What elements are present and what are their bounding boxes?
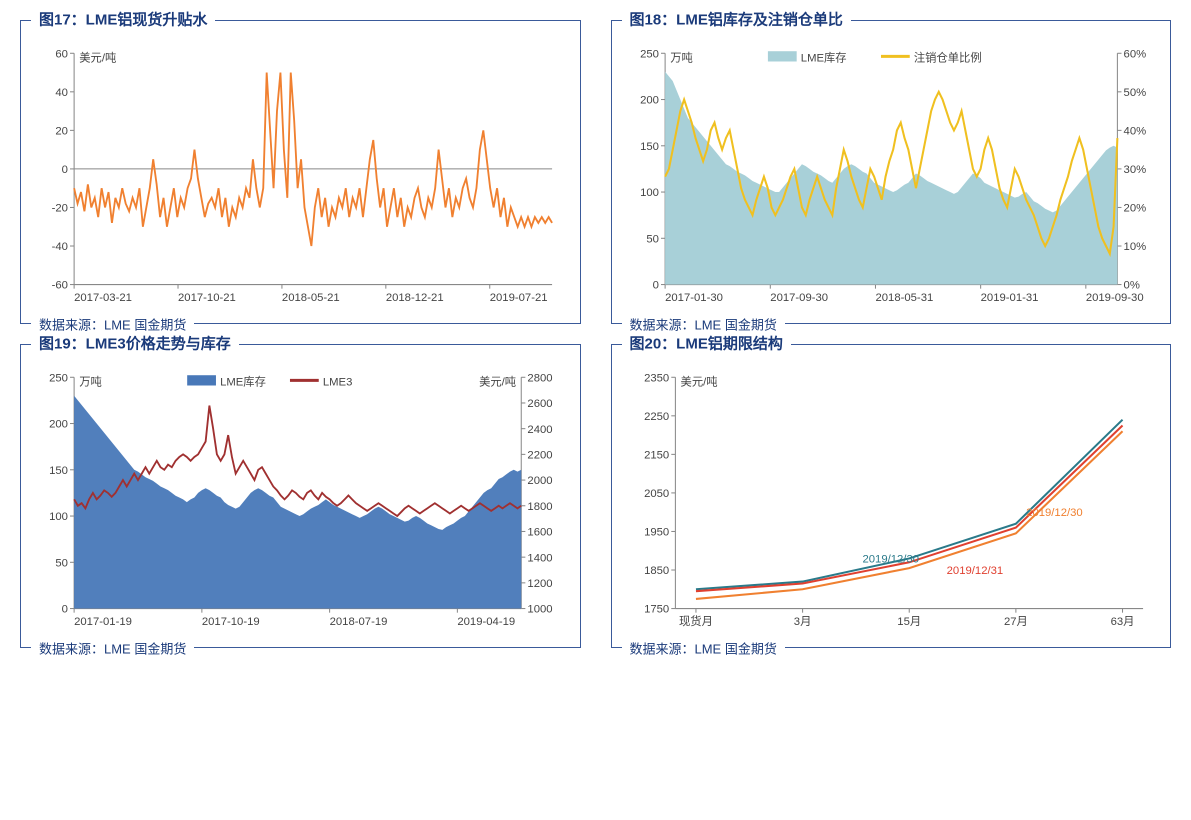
svg-text:2019/12/30: 2019/12/30 bbox=[1026, 507, 1083, 519]
svg-text:2019-07-21: 2019-07-21 bbox=[490, 292, 548, 304]
svg-text:60: 60 bbox=[55, 48, 68, 60]
svg-text:250: 250 bbox=[640, 48, 659, 60]
svg-text:美元/吨: 美元/吨 bbox=[79, 52, 116, 65]
svg-text:2019/12/31: 2019/12/31 bbox=[946, 565, 1003, 577]
svg-text:2800: 2800 bbox=[527, 372, 552, 384]
svg-text:2017-03-21: 2017-03-21 bbox=[74, 292, 132, 304]
svg-text:2017-01-19: 2017-01-19 bbox=[74, 616, 132, 628]
chart-grid: 图17：LME铝现货升贴水 -60-40-2002040602017-03-21… bbox=[20, 20, 1171, 648]
svg-text:-60: -60 bbox=[52, 280, 68, 292]
svg-text:1750: 1750 bbox=[644, 604, 669, 616]
panel-17-title: 图17：LME铝现货升贴水 bbox=[31, 10, 215, 31]
svg-text:50%: 50% bbox=[1123, 87, 1146, 99]
svg-text:1850: 1850 bbox=[644, 565, 669, 577]
svg-text:100: 100 bbox=[49, 511, 68, 523]
svg-text:-20: -20 bbox=[52, 203, 68, 215]
svg-text:万吨: 万吨 bbox=[79, 376, 102, 389]
svg-text:万吨: 万吨 bbox=[670, 52, 693, 65]
svg-text:40%: 40% bbox=[1123, 125, 1146, 137]
svg-text:LME3: LME3 bbox=[323, 377, 353, 389]
svg-text:2400: 2400 bbox=[527, 424, 552, 436]
panel-18-title: 图18：LME铝库存及注销仓单比 bbox=[622, 10, 851, 31]
svg-text:2000: 2000 bbox=[527, 475, 552, 487]
svg-text:1600: 1600 bbox=[527, 527, 552, 539]
svg-text:2017-10-21: 2017-10-21 bbox=[178, 292, 236, 304]
svg-text:2200: 2200 bbox=[527, 449, 552, 461]
svg-text:2019-01-31: 2019-01-31 bbox=[980, 292, 1038, 304]
svg-text:2150: 2150 bbox=[644, 449, 669, 461]
panel-17-footer: 数据来源：LME 国金期货 bbox=[31, 315, 194, 334]
svg-text:30%: 30% bbox=[1123, 164, 1146, 176]
svg-text:0: 0 bbox=[62, 604, 68, 616]
svg-text:200: 200 bbox=[640, 95, 659, 107]
panel-19: 图19：LME3价格走势与库存 050100150200250100012001… bbox=[20, 344, 581, 648]
svg-text:0%: 0% bbox=[1123, 280, 1139, 292]
svg-text:注销仓单比例: 注销仓单比例 bbox=[913, 51, 981, 65]
svg-text:200: 200 bbox=[49, 419, 68, 431]
svg-text:0: 0 bbox=[652, 280, 658, 292]
svg-text:2600: 2600 bbox=[527, 398, 552, 410]
panel-17: 图17：LME铝现货升贴水 -60-40-2002040602017-03-21… bbox=[20, 20, 581, 324]
svg-text:2017-09-30: 2017-09-30 bbox=[770, 292, 828, 304]
svg-text:1800: 1800 bbox=[527, 501, 552, 513]
svg-text:2018-12-21: 2018-12-21 bbox=[386, 292, 444, 304]
svg-text:10%: 10% bbox=[1123, 241, 1146, 253]
svg-text:20%: 20% bbox=[1123, 203, 1146, 215]
svg-text:150: 150 bbox=[640, 141, 659, 153]
svg-text:3月: 3月 bbox=[793, 616, 811, 628]
panel-19-title: 图19：LME3价格走势与库存 bbox=[31, 334, 239, 355]
svg-text:2017-01-30: 2017-01-30 bbox=[665, 292, 723, 304]
svg-text:2350: 2350 bbox=[644, 372, 669, 384]
svg-text:0: 0 bbox=[62, 164, 68, 176]
svg-text:2017-10-19: 2017-10-19 bbox=[202, 616, 260, 628]
svg-text:63月: 63月 bbox=[1110, 616, 1134, 628]
svg-text:15月: 15月 bbox=[897, 616, 921, 628]
svg-text:2018-05-21: 2018-05-21 bbox=[282, 292, 340, 304]
svg-text:20: 20 bbox=[55, 125, 68, 137]
svg-text:2018-07-19: 2018-07-19 bbox=[330, 616, 388, 628]
panel-20-footer: 数据来源：LME 国金期货 bbox=[622, 639, 785, 658]
svg-text:60%: 60% bbox=[1123, 48, 1146, 60]
svg-text:50: 50 bbox=[646, 233, 659, 245]
svg-text:1200: 1200 bbox=[527, 578, 552, 590]
svg-text:1400: 1400 bbox=[527, 552, 552, 564]
svg-text:100: 100 bbox=[640, 187, 659, 199]
svg-text:美元/吨: 美元/吨 bbox=[680, 376, 717, 389]
svg-text:150: 150 bbox=[49, 465, 68, 477]
chart-18-svg: 0 50 100 150 200 250 0% 10% 20% 30% 40% 50% 60% 2017-… bbox=[624, 43, 1159, 310]
chart-17-svg: -60 -40 -20 0 20 40 60 2017-03-21 2017-10-21 2018… bbox=[33, 43, 568, 310]
svg-text:LME库存: LME库存 bbox=[800, 51, 846, 65]
svg-text:1000: 1000 bbox=[527, 604, 552, 616]
svg-text:2019-04-19: 2019-04-19 bbox=[457, 616, 515, 628]
panel-18: 图18：LME铝库存及注销仓单比 0501001502002500%10%20%… bbox=[611, 20, 1172, 324]
panel-18-footer: 数据来源：LME 国金期货 bbox=[622, 315, 785, 334]
svg-text:2019/12/30: 2019/12/30 bbox=[862, 553, 919, 565]
svg-text:-40: -40 bbox=[52, 241, 68, 253]
svg-text:40: 40 bbox=[55, 87, 68, 99]
chart-19-svg: 0 50 100 150 200 250 1000 1200 1400 1600 1800 2000 2… bbox=[33, 367, 568, 634]
svg-text:现货月: 现货月 bbox=[678, 614, 712, 628]
svg-text:2018-05-31: 2018-05-31 bbox=[875, 292, 933, 304]
chart-20-svg: 1750 1850 1950 2050 2150 2250 2350 现货月 3月 15月 27月 6… bbox=[624, 367, 1159, 634]
panel-20-title: 图20：LME铝期限结构 bbox=[622, 334, 791, 355]
panel-20: 图20：LME铝期限结构 175018501950205021502250235… bbox=[611, 344, 1172, 648]
svg-text:50: 50 bbox=[55, 557, 68, 569]
panel-19-footer: 数据来源：LME 国金期货 bbox=[31, 639, 194, 658]
svg-text:美元/吨: 美元/吨 bbox=[479, 376, 516, 389]
svg-text:1950: 1950 bbox=[644, 527, 669, 539]
svg-text:2250: 2250 bbox=[644, 411, 669, 423]
svg-text:LME库存: LME库存 bbox=[220, 375, 266, 389]
svg-text:27月: 27月 bbox=[1003, 616, 1027, 628]
svg-text:250: 250 bbox=[49, 372, 68, 384]
svg-text:2050: 2050 bbox=[644, 488, 669, 500]
svg-text:2019-09-30: 2019-09-30 bbox=[1085, 292, 1143, 304]
